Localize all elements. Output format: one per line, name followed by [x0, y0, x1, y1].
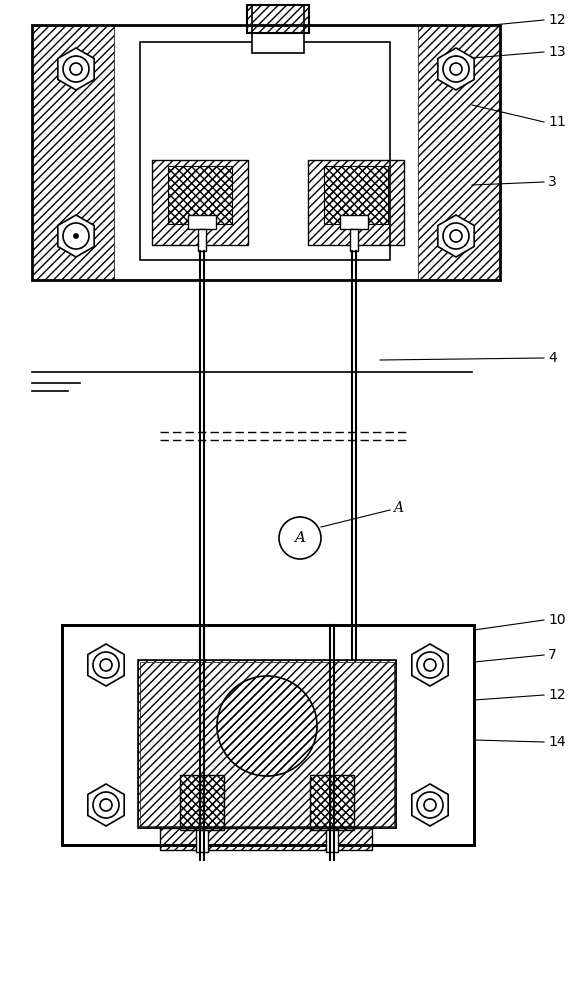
Circle shape: [74, 233, 78, 238]
Text: 3: 3: [548, 175, 557, 189]
Circle shape: [450, 230, 462, 242]
Bar: [252, 5, 304, 53]
Text: 10: 10: [548, 613, 566, 627]
Text: 11: 11: [548, 115, 566, 129]
Circle shape: [443, 223, 469, 249]
Text: 7: 7: [548, 648, 557, 662]
Polygon shape: [412, 644, 448, 686]
Circle shape: [279, 517, 321, 559]
Circle shape: [63, 56, 89, 82]
Bar: [310, 775, 354, 830]
Bar: [32, 25, 114, 280]
Polygon shape: [88, 644, 124, 686]
Bar: [138, 660, 396, 828]
Bar: [350, 229, 358, 251]
Polygon shape: [412, 784, 448, 826]
Bar: [152, 160, 248, 245]
Text: 4: 4: [548, 351, 557, 365]
Text: A: A: [393, 501, 403, 515]
Circle shape: [93, 652, 119, 678]
Circle shape: [93, 792, 119, 818]
Circle shape: [417, 652, 443, 678]
Bar: [140, 662, 394, 826]
Circle shape: [70, 63, 82, 75]
Bar: [152, 160, 248, 245]
Circle shape: [424, 799, 436, 811]
Bar: [326, 830, 338, 852]
Circle shape: [100, 659, 112, 671]
Bar: [252, 5, 304, 53]
Polygon shape: [58, 215, 94, 257]
Bar: [308, 160, 404, 245]
Bar: [340, 215, 368, 229]
Polygon shape: [88, 784, 124, 826]
Bar: [247, 5, 309, 33]
Bar: [140, 42, 390, 260]
Bar: [62, 625, 474, 845]
Polygon shape: [58, 48, 94, 90]
Bar: [138, 660, 396, 828]
Text: 12: 12: [548, 13, 566, 27]
Bar: [180, 775, 224, 830]
Bar: [247, 5, 309, 33]
Circle shape: [424, 659, 436, 671]
Bar: [140, 662, 394, 826]
Polygon shape: [438, 48, 474, 90]
Circle shape: [443, 56, 469, 82]
Bar: [308, 160, 404, 245]
Bar: [324, 166, 388, 224]
Bar: [160, 828, 372, 850]
Bar: [196, 830, 208, 852]
Text: A: A: [295, 531, 306, 545]
Bar: [418, 25, 500, 280]
Text: 14: 14: [548, 735, 566, 749]
Circle shape: [450, 63, 462, 75]
Circle shape: [63, 223, 89, 249]
Circle shape: [417, 792, 443, 818]
Text: 12: 12: [548, 688, 566, 702]
Bar: [168, 166, 232, 224]
Bar: [160, 828, 372, 850]
Bar: [32, 25, 500, 280]
Bar: [188, 215, 216, 229]
Text: 13: 13: [548, 45, 566, 59]
Circle shape: [100, 799, 112, 811]
Bar: [62, 625, 474, 845]
Polygon shape: [438, 215, 474, 257]
Bar: [198, 229, 206, 251]
